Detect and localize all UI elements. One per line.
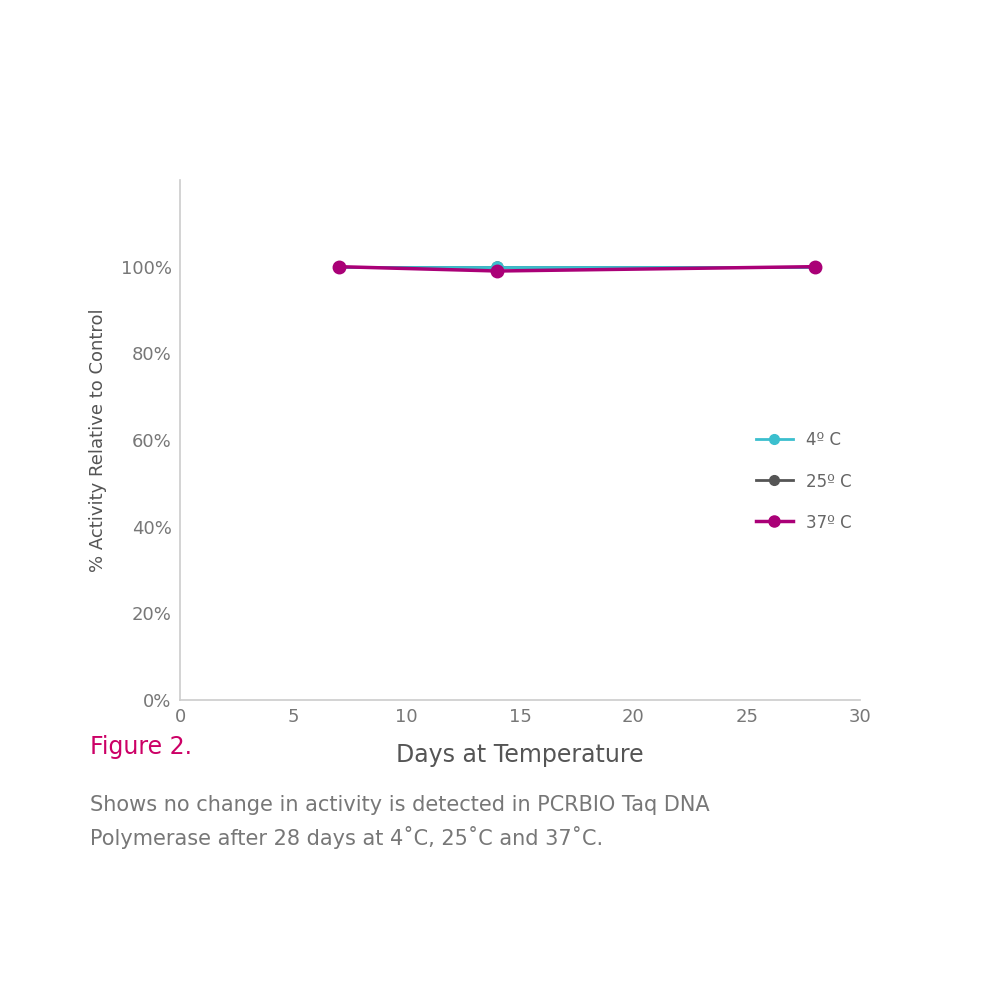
Legend: 4º C, 25º C, 37º C: 4º C, 25º C, 37º C — [756, 431, 852, 532]
4º C — [491, 261, 503, 273]
Y-axis label: % Activity Relative to Control: % Activity Relative to Control — [89, 308, 107, 572]
Text: Shows no change in activity is detected in PCRBIO Taq DNA
Polymerase after 28 da: Shows no change in activity is detected … — [90, 795, 710, 849]
X-axis label: Days at Temperature: Days at Temperature — [396, 743, 644, 767]
Line: 37º C: 37º C — [332, 260, 821, 277]
25º C — [491, 261, 503, 273]
Line: 25º C: 25º C — [333, 261, 820, 272]
4º C — [333, 261, 345, 273]
Text: Figure 2.: Figure 2. — [90, 735, 192, 759]
37º C — [333, 261, 345, 273]
37º C — [491, 265, 503, 277]
25º C — [809, 261, 821, 273]
25º C — [333, 261, 345, 273]
4º C — [809, 261, 821, 273]
37º C — [809, 261, 821, 273]
Line: 4º C: 4º C — [333, 261, 820, 272]
